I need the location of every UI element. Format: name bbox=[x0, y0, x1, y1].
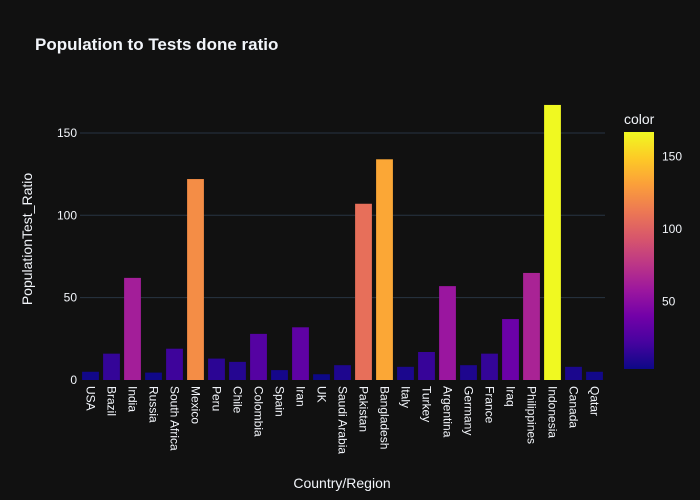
bar-iran bbox=[292, 327, 309, 380]
x-tick-label: Bangladesh bbox=[378, 386, 392, 449]
bar-italy bbox=[397, 366, 414, 380]
x-tick-label: Russia bbox=[147, 386, 161, 423]
x-tick-label: Italy bbox=[399, 386, 413, 408]
bar-colombia bbox=[250, 333, 267, 380]
x-tick-label: USA bbox=[84, 386, 98, 411]
colorbar-tick-label: 150 bbox=[662, 150, 682, 164]
bar-bangladesh bbox=[376, 159, 393, 380]
bar-philippines bbox=[523, 272, 540, 380]
colorbar-tick-label: 50 bbox=[662, 295, 676, 309]
y-tick-label: 100 bbox=[57, 208, 77, 222]
x-tick-label: Brazil bbox=[105, 386, 119, 416]
x-tick-label: India bbox=[126, 386, 140, 412]
bar-pakistan bbox=[355, 203, 372, 380]
x-tick-label: Spain bbox=[273, 386, 287, 417]
x-tick-label: France bbox=[483, 386, 497, 424]
x-tick-label: Qatar bbox=[588, 386, 602, 416]
bar-canada bbox=[565, 366, 582, 380]
x-tick-label: Peru bbox=[210, 386, 224, 411]
bar-indonesia bbox=[544, 104, 561, 381]
bar-turkey bbox=[418, 352, 435, 380]
colorbar-gradient bbox=[624, 132, 654, 369]
bar-chile bbox=[229, 361, 246, 380]
y-tick-label: 50 bbox=[64, 291, 78, 305]
x-tick-label: Iraq bbox=[504, 386, 518, 407]
bar-spain bbox=[271, 370, 288, 380]
y-axis-ticks: 0 50 100 150 bbox=[57, 126, 77, 387]
bar-russia bbox=[145, 372, 162, 380]
x-tick-label: Argentina bbox=[441, 386, 455, 438]
x-tick-label: Mexico bbox=[189, 386, 203, 424]
x-tick-label: Turkey bbox=[420, 386, 434, 422]
bar-india bbox=[124, 277, 141, 380]
x-tick-label: Canada bbox=[567, 386, 581, 428]
colorbar: color 50 100 150 bbox=[624, 111, 682, 369]
bars bbox=[82, 104, 603, 381]
x-axis-ticks: USA Brazil India Russia South Africa Mexico Pe… bbox=[84, 386, 602, 454]
bar-france bbox=[481, 353, 498, 380]
x-tick-label: Colombia bbox=[252, 386, 266, 437]
y-tick-label: 150 bbox=[57, 126, 77, 140]
bar-uk bbox=[313, 374, 330, 380]
x-tick-label: Saudi Arabia bbox=[336, 386, 350, 454]
x-tick-label: South Africa bbox=[168, 386, 182, 451]
bar-peru bbox=[208, 358, 225, 380]
x-tick-label: Chile bbox=[231, 386, 245, 414]
x-axis-title: Country/Region bbox=[293, 475, 390, 491]
x-tick-label: UK bbox=[315, 386, 329, 403]
colorbar-title: color bbox=[624, 111, 655, 127]
y-axis-title: PopulationTest_Ratio bbox=[19, 173, 35, 306]
bar-south-africa bbox=[166, 348, 183, 380]
bar-germany bbox=[460, 365, 477, 380]
bar-usa bbox=[82, 371, 99, 380]
x-tick-label: Germany bbox=[462, 386, 476, 435]
bar-iraq bbox=[502, 319, 519, 380]
bar-mexico bbox=[187, 179, 204, 380]
bar-saudi-arabia bbox=[334, 365, 351, 380]
bar-argentina bbox=[439, 286, 456, 380]
colorbar-tick-label: 100 bbox=[662, 222, 682, 236]
y-tick-label: 0 bbox=[70, 373, 77, 387]
x-tick-label: Indonesia bbox=[546, 386, 560, 438]
x-tick-label: Pakistan bbox=[357, 386, 371, 432]
x-tick-label: Philippines bbox=[525, 386, 539, 444]
chart-title: Population to Tests done ratio bbox=[35, 35, 278, 54]
gridlines bbox=[80, 132, 605, 299]
bar-qatar bbox=[586, 371, 603, 380]
x-tick-label: Iran bbox=[294, 386, 308, 407]
bar-brazil bbox=[103, 353, 120, 380]
